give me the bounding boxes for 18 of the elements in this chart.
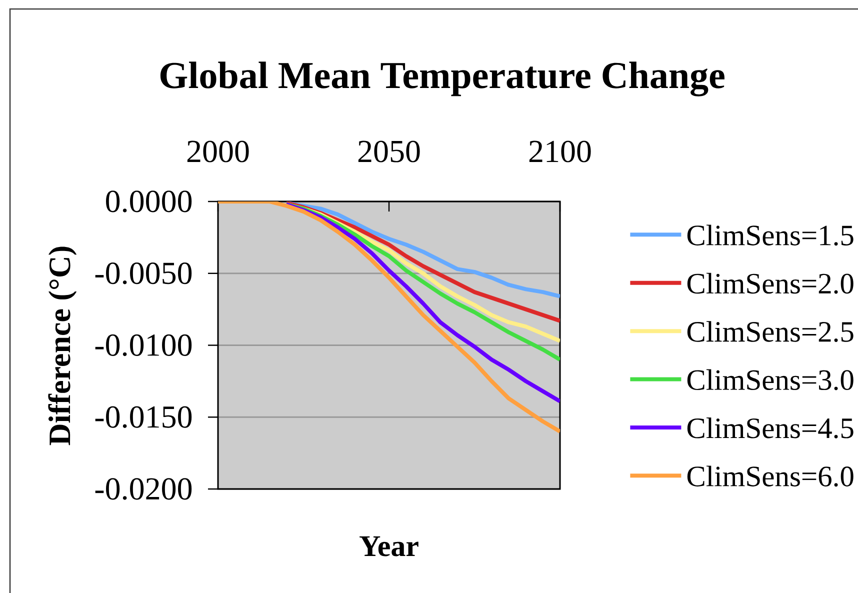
x-tick-label: 2050 [358,140,420,162]
legend-label: ClimSens=4.5 [687,418,854,438]
legend-label: ClimSens=2.0 [687,272,854,294]
legend-label: ClimSens=6.0 [687,466,854,487]
legend-label: ClimSens=1.5 [687,224,854,246]
legend-label: ClimSens=3.0 [687,369,854,390]
x-axis-title: Year [360,536,418,556]
chart-title: Global Mean Temperature Change [160,62,724,96]
y-tick-label: -0.0150 [95,406,192,428]
legend-label: ClimSens=2.5 [687,321,854,342]
y-axis-title: Difference (°C) [48,246,77,446]
x-tick-label: 2000 [187,140,249,162]
y-tick-label: 0.0000 [106,190,192,212]
y-tick-label: -0.0050 [95,262,192,284]
x-tick-label: 2100 [529,140,591,162]
y-tick-label: -0.0100 [95,334,192,356]
y-tick-label: -0.0200 [95,478,192,500]
line-series [284,202,560,404]
